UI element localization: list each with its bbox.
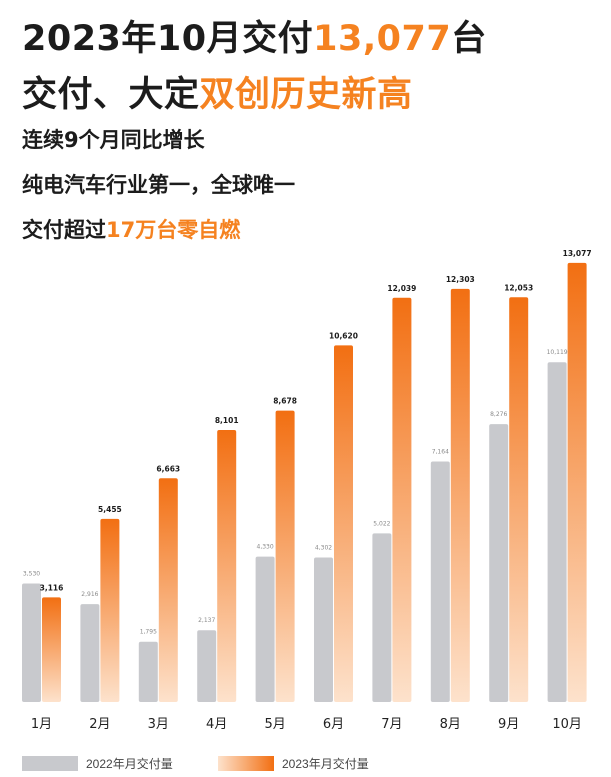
- bar-2023-7: [392, 297, 412, 702]
- label-2022-7: 5,022: [373, 520, 390, 527]
- legend-label-2022: 2022年月交付量: [86, 756, 173, 771]
- headline-line-2-highlight: 双创历史新高: [199, 75, 413, 115]
- headline-line-1-highlight: 13,077: [313, 19, 452, 59]
- headline-line-1-text: 2023年10月交付: [22, 19, 314, 59]
- subheading-1: 连续9个月同比增长: [22, 128, 205, 152]
- label-2023-6: 10,620: [329, 331, 358, 340]
- label-2022-4: 2,137: [198, 617, 215, 624]
- bar-2022-10: [547, 362, 567, 702]
- x-tick-4: 4月: [206, 717, 227, 732]
- subheading-3-highlight: 17万台零自燃: [106, 218, 241, 242]
- x-tick-5: 5月: [264, 717, 285, 732]
- headline-line-2: 交付、大定双创历史新高: [22, 70, 602, 120]
- label-2023-7: 12,039: [387, 284, 416, 293]
- bar-2023-5: [275, 410, 295, 702]
- label-2022-8: 7,164: [432, 448, 449, 455]
- label-2022-10: 10,119: [547, 349, 568, 356]
- label-2023-1: 3,116: [40, 583, 64, 592]
- bar-2022-4: [197, 630, 217, 702]
- bar-2022-1: [22, 583, 41, 702]
- bar-2023-2: [100, 518, 120, 702]
- x-tick-2: 2月: [89, 717, 110, 732]
- label-2022-1: 3,530: [23, 570, 40, 577]
- subheading-2: 纯电汽车行业第一，全球唯一: [22, 173, 295, 197]
- legend-2022: 2022年月交付量: [22, 752, 173, 774]
- subheading-3-text: 交付超过: [22, 218, 106, 242]
- label-2023-3: 6,663: [156, 464, 180, 473]
- bar-2023-6: [334, 345, 353, 702]
- bar-2023-10: [567, 262, 587, 702]
- x-tick-10: 10月: [552, 717, 582, 732]
- x-tick-1: 1月: [31, 717, 52, 732]
- label-2023-4: 8,101: [215, 416, 239, 425]
- label-2022-6: 4,302: [315, 545, 332, 552]
- bar-2023-8: [450, 288, 470, 702]
- label-2023-2: 5,455: [98, 505, 122, 514]
- legend-swatch-2023: [218, 755, 274, 771]
- legend-swatch-2022: [22, 755, 78, 771]
- x-tick-8: 8月: [440, 717, 461, 732]
- subheading-3: 交付超过17万台零自燃: [22, 216, 240, 244]
- bar-2023-3: [158, 478, 178, 702]
- headline-line-1-suffix: 台: [451, 19, 487, 59]
- label-2023-5: 8,678: [273, 397, 297, 406]
- x-tick-6: 6月: [323, 717, 344, 732]
- bar-2023-9: [509, 297, 529, 702]
- x-tick-7: 7月: [381, 717, 402, 732]
- bar-2022-9: [489, 424, 509, 702]
- label-2023-10: 13,077: [563, 249, 592, 258]
- label-2022-2: 2,916: [81, 591, 98, 598]
- bar-2022-8: [430, 461, 450, 702]
- headline: 2023年10月交付13,077台 交付、大定双创历史新高: [22, 14, 602, 120]
- bar-2023-1: [42, 597, 61, 702]
- bar-2022-2: [80, 604, 100, 702]
- label-2023-9: 12,053: [504, 283, 533, 292]
- legend-2023: 2023年月交付量: [218, 752, 369, 774]
- x-tick-3: 3月: [148, 717, 169, 732]
- headline-line-1: 2023年10月交付13,077台: [22, 14, 602, 64]
- label-2023-8: 12,303: [446, 275, 475, 284]
- bar-2022-6: [314, 557, 333, 702]
- bar-2023-4: [217, 429, 237, 702]
- label-2022-3: 1,795: [140, 629, 157, 636]
- bar-2022-3: [138, 641, 158, 702]
- legend-label-2023: 2023年月交付量: [282, 756, 369, 771]
- label-2022-5: 4,330: [257, 544, 274, 551]
- x-tick-9: 9月: [498, 717, 519, 732]
- bar-2022-5: [255, 556, 275, 702]
- label-2022-9: 8,276: [490, 411, 507, 418]
- headline-line-2-text: 交付、大定: [22, 75, 200, 115]
- bar-2022-7: [372, 533, 392, 702]
